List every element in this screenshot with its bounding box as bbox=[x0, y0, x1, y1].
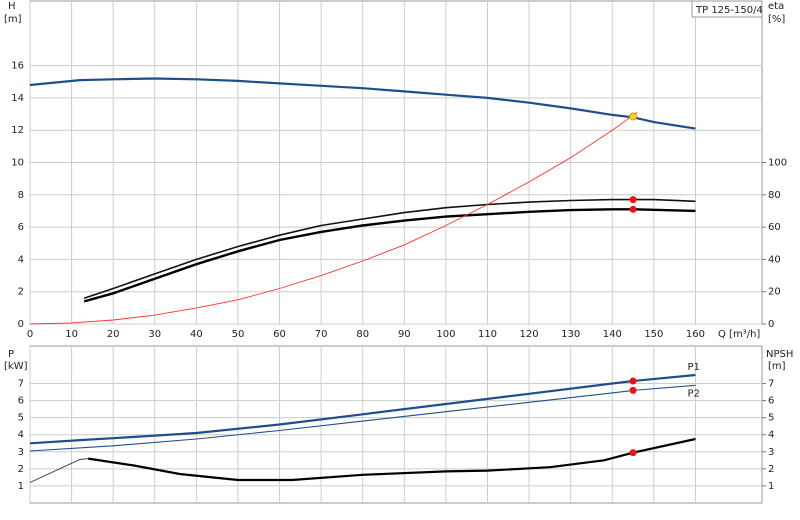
x-tick-label: 0 bbox=[27, 329, 33, 340]
duty-point bbox=[629, 196, 637, 204]
y-axis-unit: [m] bbox=[4, 14, 22, 25]
x-tick-label: 30 bbox=[148, 329, 161, 340]
curve bbox=[29, 112, 638, 325]
x-tick-label: 20 bbox=[107, 329, 120, 340]
x-tick-label: 50 bbox=[232, 329, 245, 340]
y-axis-label: P bbox=[8, 349, 14, 360]
y2-tick-label: 4 bbox=[768, 430, 774, 441]
y-tick-label: 6 bbox=[18, 222, 24, 233]
y-tick-label: 0 bbox=[18, 319, 24, 330]
y-tick-label: 5 bbox=[18, 413, 24, 424]
y2-tick-label: 1 bbox=[768, 481, 774, 492]
y2-axis-label: NPSH bbox=[766, 349, 793, 360]
x-tick-label: 40 bbox=[190, 329, 203, 340]
y-tick-label: 4 bbox=[18, 254, 24, 265]
y-tick-label: 12 bbox=[11, 125, 24, 136]
x-tick-label: 120 bbox=[520, 329, 539, 340]
curve bbox=[88, 437, 696, 482]
y2-tick-label: 7 bbox=[768, 379, 774, 390]
y2-axis-unit: [m] bbox=[768, 361, 786, 372]
y2-tick-label: 2 bbox=[768, 464, 774, 475]
curve bbox=[29, 458, 89, 483]
y-tick-label: 3 bbox=[18, 447, 24, 458]
series-label: P1 bbox=[687, 362, 699, 373]
y2-tick-label: 0 bbox=[768, 319, 774, 330]
model-box bbox=[691, 0, 763, 18]
y-tick-label: 1 bbox=[18, 481, 24, 492]
curve bbox=[83, 208, 696, 303]
x-tick-label: 110 bbox=[478, 329, 497, 340]
model-label: TP 125-150/4 bbox=[695, 5, 763, 16]
x-tick-label: 60 bbox=[273, 329, 286, 340]
x-tick-label: 160 bbox=[686, 329, 705, 340]
curve bbox=[29, 373, 696, 445]
y2-tick-label: 5 bbox=[768, 413, 774, 424]
y-tick-label: 2 bbox=[18, 287, 24, 298]
y-tick-label: 7 bbox=[18, 379, 24, 390]
y2-tick-label: 6 bbox=[768, 396, 774, 407]
plot-frame bbox=[29, 345, 763, 504]
y-tick-label: 6 bbox=[18, 396, 24, 407]
curve bbox=[83, 198, 696, 299]
duty-point bbox=[629, 386, 637, 394]
x-tick-label: 90 bbox=[398, 329, 411, 340]
x-tick-label: 100 bbox=[436, 329, 455, 340]
y-axis-label: H bbox=[8, 1, 16, 12]
curve bbox=[29, 77, 696, 130]
duty-point bbox=[629, 205, 637, 213]
y-tick-label: 14 bbox=[11, 93, 24, 104]
x-tick-label: 80 bbox=[356, 329, 369, 340]
x-tick-label: 150 bbox=[644, 329, 663, 340]
x-tick-label: 140 bbox=[603, 329, 622, 340]
y2-tick-label: 20 bbox=[768, 287, 781, 298]
y-tick-label: 8 bbox=[18, 190, 24, 201]
x-tick-label: 130 bbox=[561, 329, 580, 340]
y-tick-label: 2 bbox=[18, 464, 24, 475]
y2-axis-label: eta bbox=[768, 1, 784, 12]
y-axis-unit: [kW] bbox=[4, 361, 28, 372]
y-tick-label: 10 bbox=[11, 158, 24, 169]
y2-tick-label: 40 bbox=[768, 254, 781, 265]
duty-point bbox=[629, 449, 637, 457]
y-tick-label: 4 bbox=[18, 430, 24, 441]
curve bbox=[29, 384, 696, 452]
y2-tick-label: 3 bbox=[768, 447, 774, 458]
y2-tick-label: 80 bbox=[768, 190, 781, 201]
x-tick-label: 10 bbox=[65, 329, 78, 340]
x-tick-label: 70 bbox=[315, 329, 328, 340]
y2-tick-label: 100 bbox=[768, 158, 787, 169]
y2-axis-unit: [%] bbox=[768, 14, 785, 25]
series-label: P2 bbox=[687, 388, 699, 399]
y2-tick-label: 60 bbox=[768, 222, 781, 233]
duty-point bbox=[629, 112, 638, 121]
duty-point bbox=[629, 377, 637, 385]
x-axis-label: Q [m³/h] bbox=[718, 329, 760, 340]
y-tick-label: 16 bbox=[11, 61, 24, 72]
